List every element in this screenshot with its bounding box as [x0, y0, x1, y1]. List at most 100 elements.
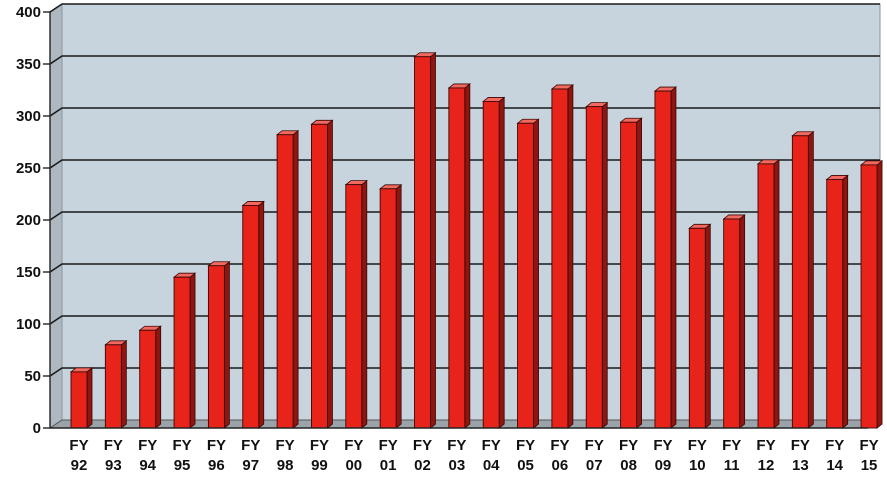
bar: [619, 117, 643, 429]
x-tick-label: 02: [414, 457, 431, 474]
bar-front-face: [414, 56, 431, 429]
x-tick-label: 98: [277, 457, 294, 474]
x-tick-label: 09: [655, 457, 672, 474]
x-tick-label: 93: [105, 457, 122, 474]
bar: [310, 119, 334, 429]
x-tick-label: 95: [174, 457, 191, 474]
x-axis-tick-labels: FY 92 FY 93 FY 94 FY 95 FY 96 FY 97 FY 98 FY 99 FY 00 FY 01…: [50, 427, 879, 474]
bar-side-face: [292, 129, 299, 429]
x-tick-label: 10: [689, 457, 706, 474]
bar-side-face: [223, 260, 230, 429]
bar-side-face: [773, 159, 780, 429]
bar: [413, 51, 437, 429]
x-tick-label: FY: [138, 437, 157, 454]
x-tick-label: FY: [825, 437, 844, 454]
bar-side-face: [876, 160, 883, 429]
bar-side-face: [704, 223, 711, 429]
x-tick-label: FY: [653, 437, 672, 454]
x-tick-label: FY: [756, 437, 775, 454]
y-tick-label: 50: [24, 368, 41, 385]
x-tick-label: FY: [241, 437, 260, 454]
bar-side-face: [842, 174, 849, 429]
x-tick-label: FY: [310, 437, 329, 454]
bar: [688, 223, 712, 429]
bar-side-face: [120, 339, 127, 429]
x-tick-label: 01: [380, 457, 397, 474]
bar-side-face: [86, 367, 93, 429]
bar-front-face: [860, 164, 878, 429]
bar-side-face: [636, 117, 642, 429]
bar: [344, 179, 368, 429]
bar: [722, 214, 746, 429]
bar-front-face: [654, 90, 672, 429]
bar-front-face: [482, 100, 500, 429]
bar: [756, 159, 781, 429]
bar-front-face: [688, 227, 706, 429]
x-tick-label: 97: [242, 457, 259, 474]
x-tick-label: 07: [586, 457, 603, 474]
bar-front-face: [517, 122, 534, 429]
x-tick-label: FY: [550, 437, 569, 454]
bar-front-face: [139, 329, 157, 429]
bar: [138, 325, 162, 429]
x-tick-label: FY: [344, 437, 363, 454]
x-tick-label: FY: [722, 437, 741, 454]
bars: [69, 51, 884, 429]
x-tick-label: FY: [413, 437, 432, 454]
x-tick-label: 12: [758, 457, 775, 474]
y-tick-label: 400: [16, 4, 41, 21]
x-tick-label: 14: [826, 457, 843, 474]
x-tick-label: FY: [585, 437, 604, 454]
bar: [104, 339, 128, 429]
x-tick-label: 92: [71, 457, 88, 474]
bar-front-face: [379, 188, 397, 429]
x-tick-label: FY: [379, 437, 398, 454]
x-tick-label: 06: [552, 457, 569, 474]
bar-front-face: [104, 344, 122, 429]
bar: [791, 130, 815, 429]
bar: [207, 260, 231, 429]
bar-side-face: [567, 84, 574, 429]
x-tick-label: FY: [859, 437, 878, 454]
bar-side-face: [395, 183, 402, 429]
x-tick-label: FY: [69, 437, 88, 454]
bar-front-face: [551, 88, 569, 429]
bar: [516, 118, 540, 429]
bar-side-face: [670, 86, 677, 429]
bar-side-face: [601, 101, 608, 429]
x-tick-label: FY: [172, 437, 191, 454]
bar: [585, 101, 609, 429]
bar-side-face: [327, 119, 333, 429]
bar-front-face: [620, 121, 638, 429]
bar-front-face: [207, 265, 225, 429]
bar: [825, 174, 849, 429]
bar: [482, 96, 506, 429]
x-tick-label: 04: [483, 457, 500, 474]
y-tick-label: 200: [16, 212, 41, 229]
y-axis-tick-labels: 0 50 100 150 200 250 300 350 400: [16, 4, 51, 437]
bar-front-face: [70, 371, 88, 429]
bar-front-face: [173, 276, 191, 429]
bar-side-face: [155, 325, 162, 429]
bar-side-face: [464, 83, 471, 429]
y-tick-label: 250: [16, 160, 41, 177]
x-tick-label: 96: [208, 457, 225, 474]
bar-front-face: [311, 123, 328, 429]
bar-front-face: [345, 184, 363, 429]
bar-front-face: [585, 106, 603, 429]
bar-side-face: [807, 130, 814, 429]
bar: [172, 272, 197, 429]
bar-front-face: [723, 218, 741, 429]
y-tick-label: 300: [16, 108, 41, 125]
x-tick-label: FY: [207, 437, 226, 454]
x-tick-label: FY: [791, 437, 810, 454]
y-tick-label: 150: [16, 264, 41, 281]
x-tick-label: 03: [449, 457, 466, 474]
bar: [653, 86, 678, 429]
x-tick-label: FY: [104, 437, 123, 454]
bar-side-face: [361, 179, 368, 429]
x-tick-label: FY: [619, 437, 638, 454]
x-tick-label: FY: [482, 437, 501, 454]
bar: [550, 84, 575, 429]
